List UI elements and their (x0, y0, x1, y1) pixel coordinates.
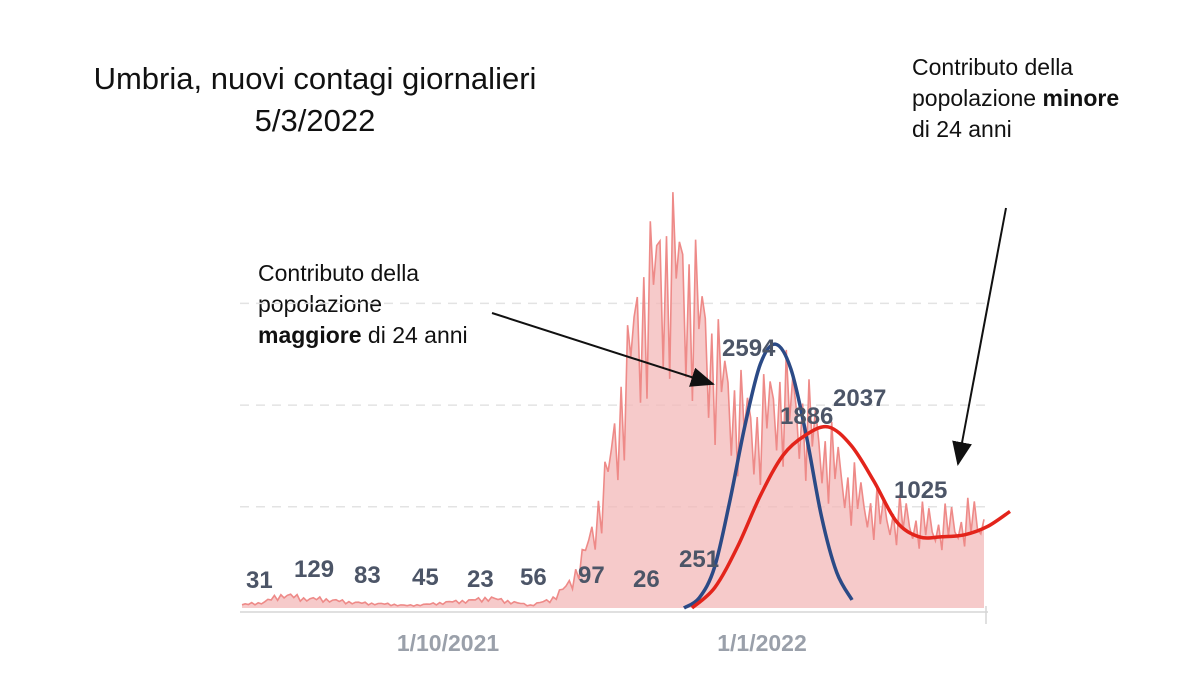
data-labels: 31 129 83 45 23 56 97 26 251 2594 1886 2… (246, 335, 947, 594)
annotation-under24-line2-text: popolazione (912, 85, 1043, 111)
x-tick-label: 1/10/2021 (397, 630, 500, 656)
annotation-under24-line1: Contributo della (912, 54, 1074, 80)
x-tick-label: 1/1/2022 (717, 630, 807, 656)
data-label: 1886 (780, 403, 833, 430)
annotation-under24-line2: popolazione minore (912, 83, 1119, 114)
curve-under24 (690, 424, 1011, 610)
annotation-over24-bold: maggiore (258, 322, 362, 348)
chart-title: Umbria, nuovi contagi giornalieri 5/3/20… (0, 58, 630, 142)
annotation-over24-line1: Contributo della (258, 260, 420, 286)
chart-title-line2: 5/3/2022 (254, 103, 376, 138)
annotation-under24-bold: minore (1042, 85, 1120, 111)
data-label: 251 (679, 546, 719, 573)
annotation-under24: Contributo della popolazione minore di 2… (912, 52, 1119, 145)
annotation-over24-line3: maggiore di 24 anni (258, 320, 468, 351)
data-label: 83 (354, 562, 381, 589)
data-label: 31 (246, 567, 273, 594)
data-label: 56 (520, 564, 547, 591)
daily-cases-fill (242, 192, 984, 608)
daily-cases-area (241, 192, 985, 608)
data-label: 2594 (722, 335, 776, 362)
data-label: 129 (294, 556, 334, 583)
data-label: 45 (412, 564, 439, 591)
annotation-arrows (491, 207, 1007, 466)
chart-title-line1: Umbria, nuovi contagi giornalieri (93, 61, 537, 96)
annotation-under24-line3: di 24 anni (912, 116, 1012, 142)
smoothed-curves (683, 342, 1011, 610)
data-label: 1025 (894, 477, 947, 504)
arrow-under24 (952, 207, 1007, 466)
data-label: 26 (633, 566, 660, 593)
arrow-over24 (491, 312, 715, 387)
annotation-over24-line3-text: di 24 anni (361, 322, 468, 348)
data-label: 23 (467, 566, 494, 593)
data-label: 97 (578, 562, 605, 589)
daily-cases-line (241, 192, 985, 607)
data-label: 2037 (833, 385, 886, 412)
x-axis: 1/10/2021 1/1/2022 (240, 606, 988, 656)
curve-over24 (683, 342, 854, 610)
